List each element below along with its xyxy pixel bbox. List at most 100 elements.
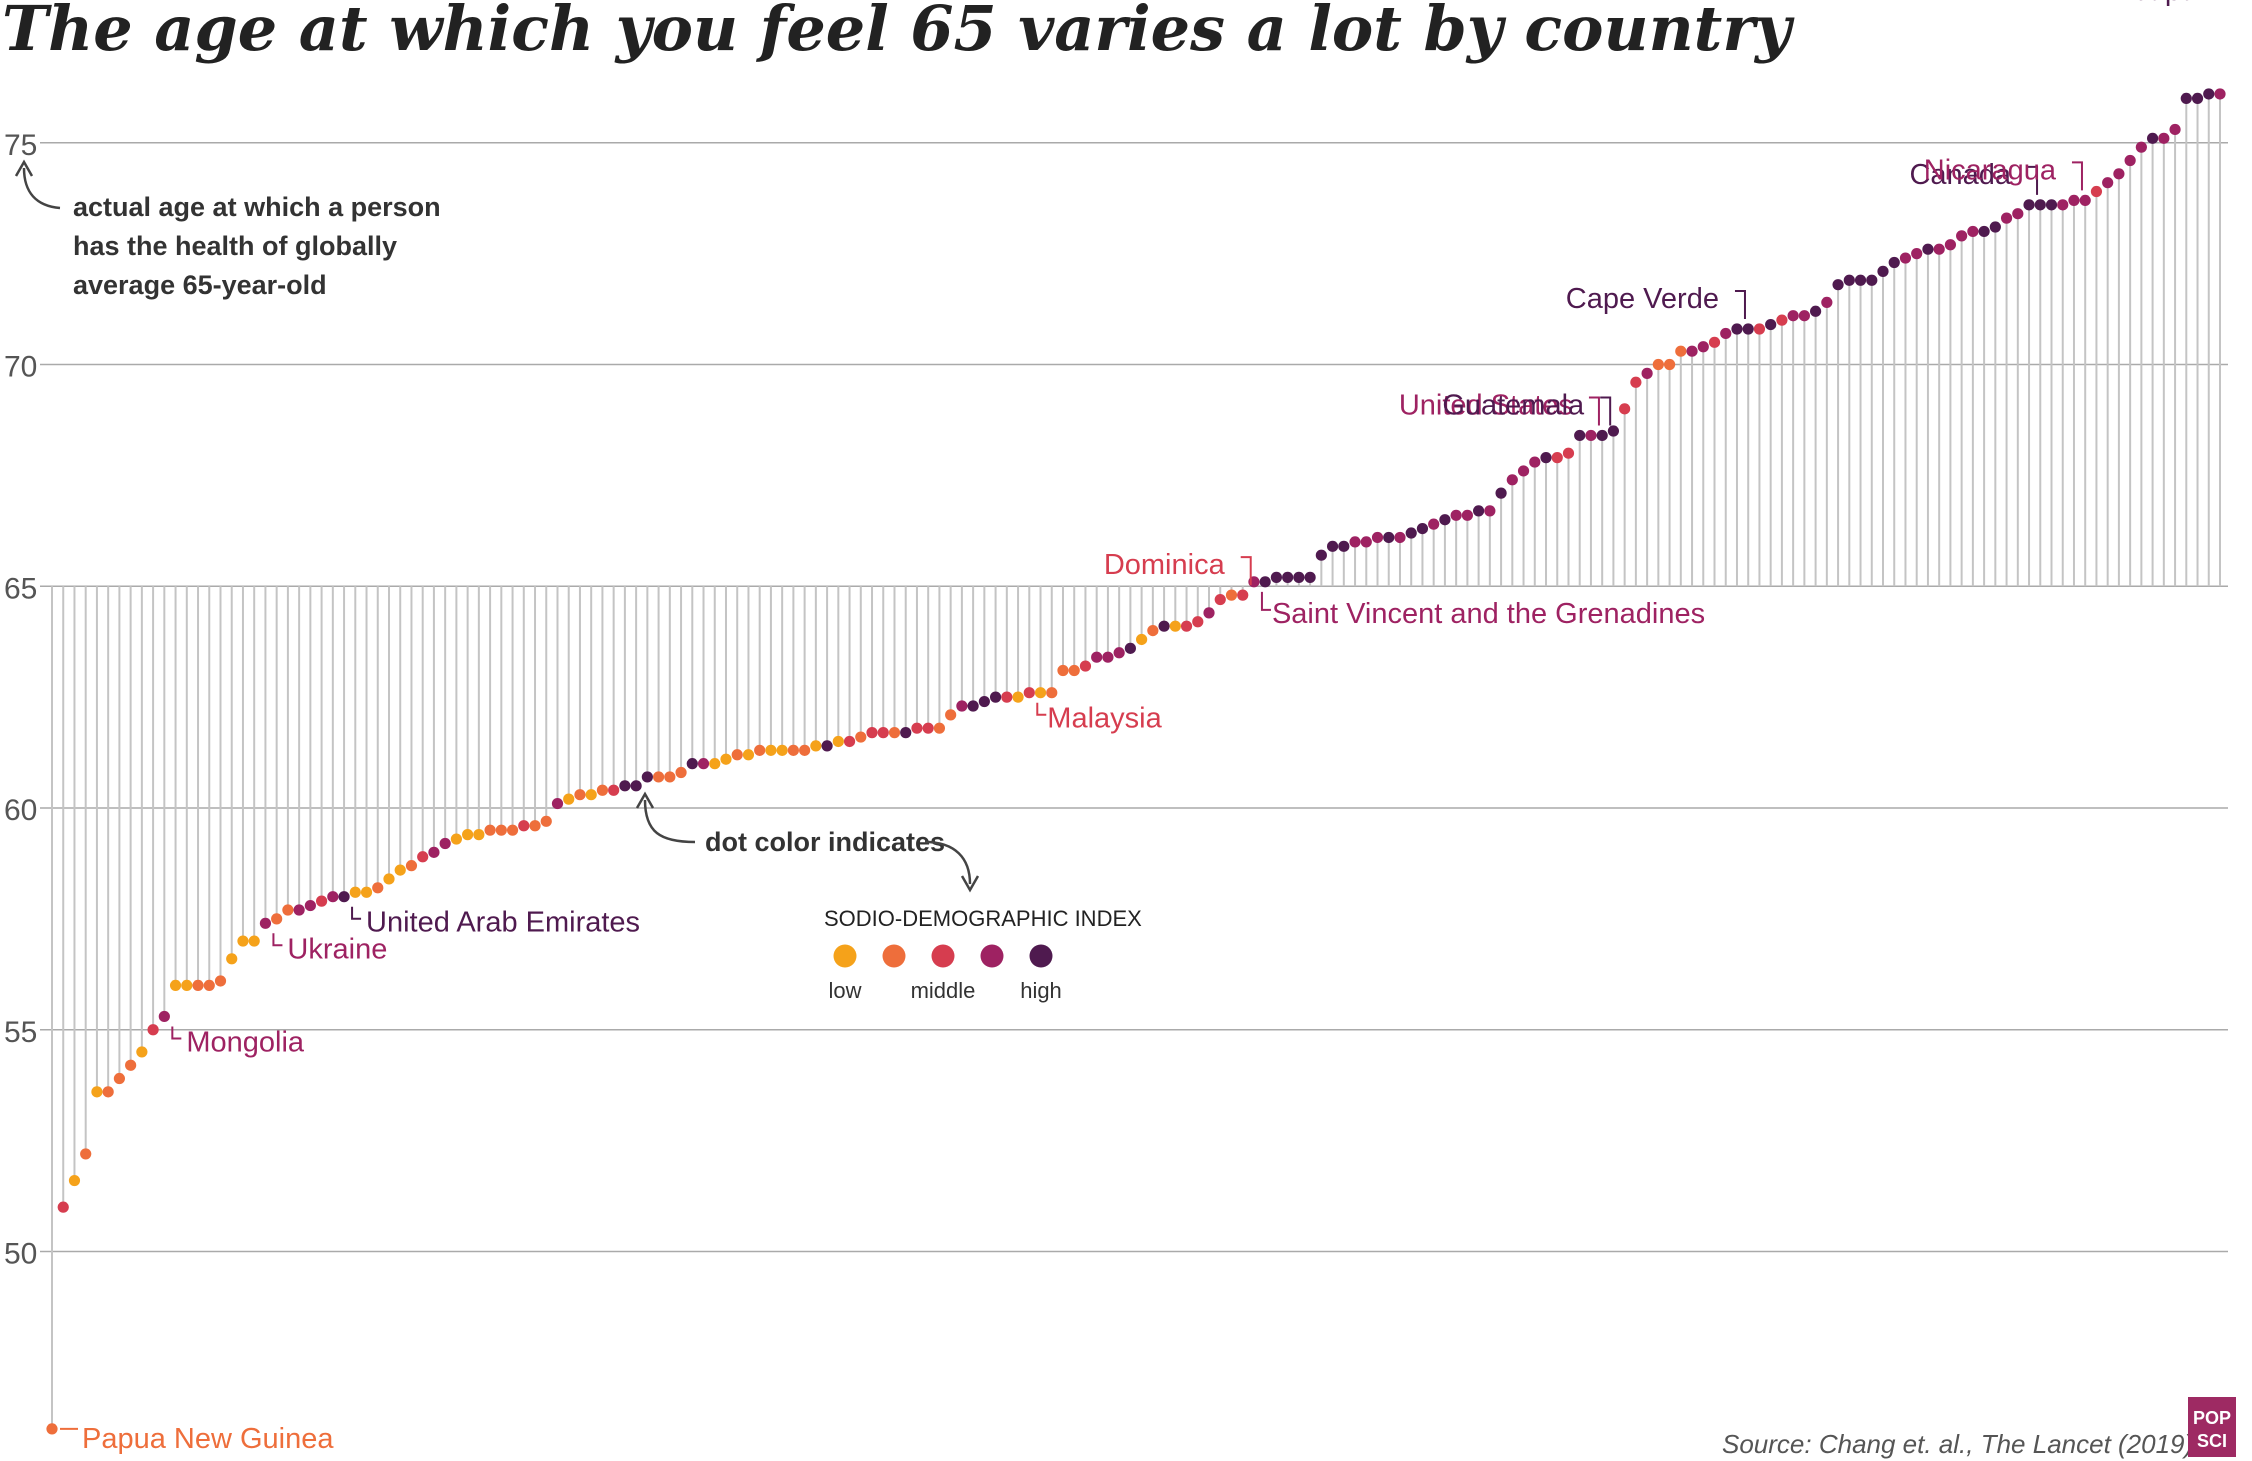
label-connector	[272, 933, 283, 947]
country-label: Canada	[1909, 159, 2011, 191]
data-point	[1012, 691, 1024, 703]
data-point	[664, 771, 676, 783]
data-point	[1731, 323, 1743, 335]
data-point	[630, 780, 642, 792]
data-point	[1888, 256, 1900, 269]
data-point	[1506, 474, 1518, 486]
data-point	[1641, 367, 1653, 379]
data-point	[327, 891, 339, 903]
data-point	[1450, 509, 1462, 521]
data-point	[1574, 429, 1586, 442]
ylabel-line-1: actual age at which a person	[73, 192, 441, 222]
data-point	[372, 882, 384, 894]
data-point	[2045, 199, 2058, 211]
label-connector	[1260, 591, 1271, 611]
label-connector	[1600, 396, 1612, 426]
label-connector	[351, 906, 362, 920]
data-point	[1675, 345, 1687, 357]
data-point	[46, 1423, 58, 1435]
data-point	[967, 700, 979, 712]
data-point	[1001, 691, 1013, 703]
data-point	[1068, 664, 1080, 677]
data-point	[2158, 132, 2170, 144]
data-point	[271, 913, 283, 925]
data-point	[2079, 194, 2091, 207]
data-point	[1697, 341, 1709, 353]
data-point	[1091, 651, 1103, 663]
data-point	[1787, 310, 1799, 322]
data-point	[608, 784, 620, 796]
legend-swatch-lowmid	[882, 944, 906, 968]
data-point	[147, 1024, 159, 1036]
data-point	[1147, 625, 1159, 637]
data-point	[1495, 487, 1507, 499]
data-point	[1326, 540, 1339, 552]
popsci-logo: POP SCI	[2188, 1397, 2236, 1457]
country-label: Nicaragua	[1924, 154, 2057, 186]
data-point	[540, 815, 552, 827]
source-note: Source: Chang et. al., The Lancet (2019)	[1722, 1429, 2193, 1459]
data-point	[2169, 123, 2181, 136]
data-point	[596, 784, 609, 796]
data-point	[1708, 336, 1721, 348]
y-tick-label: 70	[4, 351, 37, 384]
data-point	[1293, 571, 1305, 583]
data-point	[933, 722, 946, 734]
data-point	[1832, 279, 1844, 291]
data-point	[1978, 225, 1990, 238]
data-point	[2034, 199, 2046, 211]
data-point	[2124, 154, 2136, 167]
data-point	[1270, 571, 1283, 583]
data-point	[1619, 403, 1631, 415]
data-point	[1967, 225, 1979, 238]
data-point	[1461, 509, 1473, 521]
data-point	[1720, 327, 1732, 340]
data-point	[506, 824, 519, 836]
data-point	[888, 727, 901, 739]
label-connector	[1734, 290, 1746, 320]
data-point	[237, 935, 249, 947]
data-point	[282, 904, 294, 916]
label-connector	[171, 1026, 182, 1040]
data-point	[383, 873, 395, 885]
data-point	[911, 722, 923, 734]
data-point	[169, 979, 182, 992]
data-point	[1203, 607, 1215, 619]
country-label: Malaysia	[1047, 703, 1162, 735]
data-point	[1046, 687, 1058, 699]
data-point	[866, 727, 878, 739]
y-tick-label: 50	[4, 1238, 37, 1271]
data-point	[1315, 549, 1327, 561]
country-label: Dominica	[1104, 549, 1226, 581]
data-point	[641, 771, 653, 783]
data-point	[2000, 212, 2013, 224]
y-tick-label: 65	[4, 572, 37, 605]
data-point	[799, 744, 811, 756]
data-point	[563, 793, 575, 805]
data-point	[843, 735, 856, 748]
legend-swatch-middle	[931, 944, 955, 968]
data-point	[1652, 358, 1664, 371]
data-point	[1686, 345, 1698, 357]
data-point	[585, 789, 597, 801]
legend-label-high: high	[1020, 978, 1062, 1003]
data-point	[80, 1148, 92, 1160]
data-point	[360, 886, 373, 898]
data-point	[821, 740, 833, 752]
data-point	[1562, 447, 1575, 459]
gridlines	[40, 142, 2228, 1253]
data-point	[574, 789, 586, 801]
data-point	[349, 886, 361, 898]
data-point	[1810, 305, 1822, 317]
data-point	[102, 1086, 114, 1098]
label-connector	[2071, 161, 2083, 191]
data-point	[1877, 265, 1889, 277]
data-point	[473, 829, 485, 841]
chart-title: The age at which you feel 65 varies a lo…	[2, 0, 1795, 65]
data-point	[877, 727, 889, 739]
data-point	[91, 1086, 103, 1098]
data-point	[259, 917, 272, 929]
data-point	[304, 899, 316, 912]
data-point	[787, 744, 799, 756]
